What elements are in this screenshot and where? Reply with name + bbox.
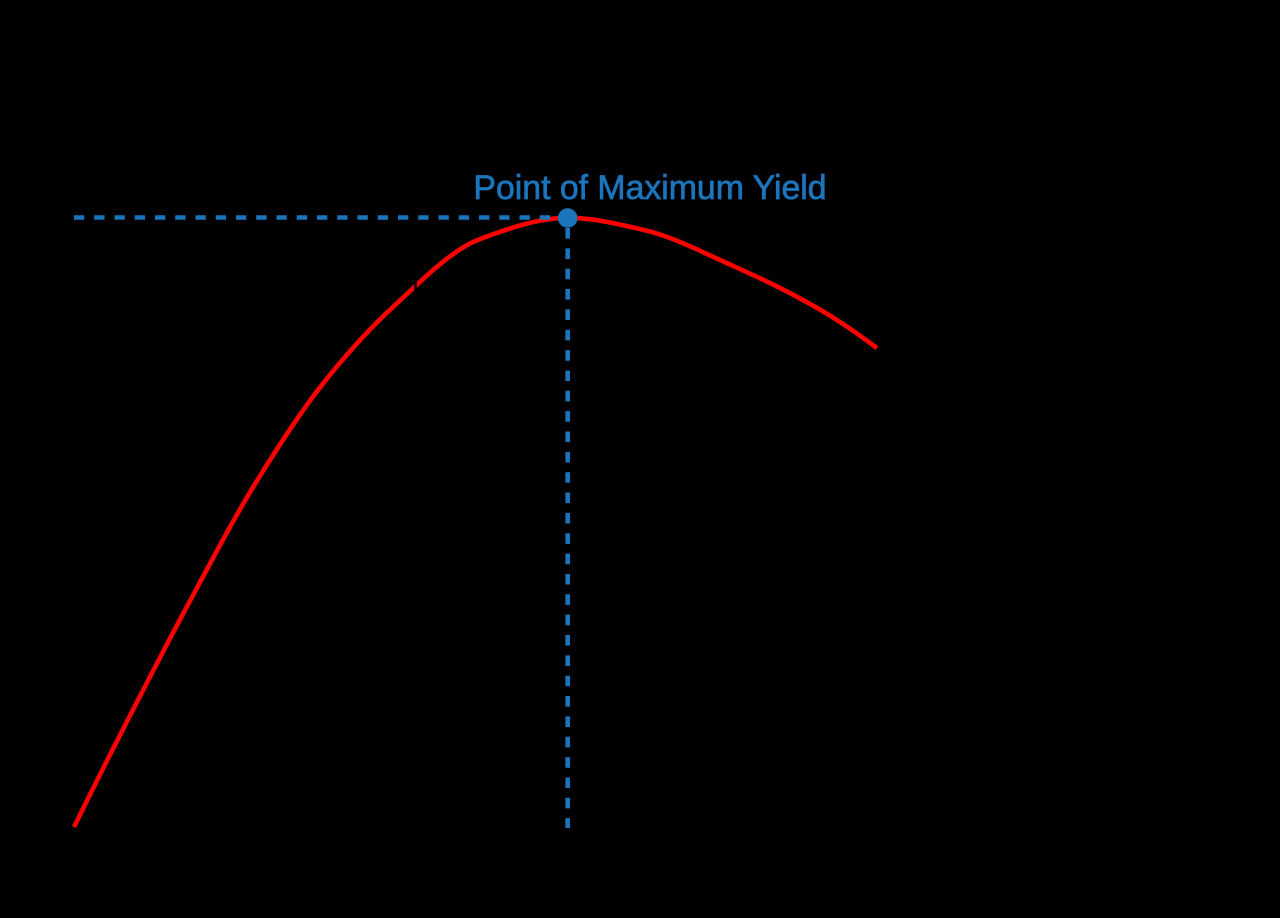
svg-text:Point of Maximum Yield: Point of Maximum Yield xyxy=(473,169,826,207)
